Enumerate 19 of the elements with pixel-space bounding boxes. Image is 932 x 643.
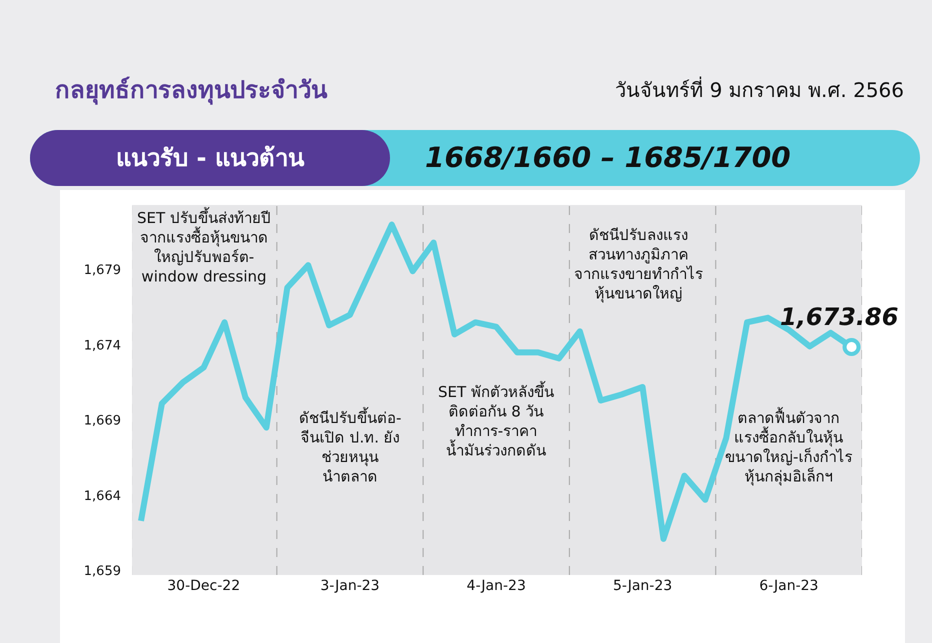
- x-tick-label: 3-Jan-23: [320, 578, 380, 594]
- annotation: ดัชนีปรับขึ้นต่อ- จีนเปิด ป.ท. ยัง ช่วยหนุน นำตลาด: [299, 407, 402, 486]
- annotation: ตลาดฟื้นตัวจาก แรงซื้อกลับในหุ้น ขนาดใหญ่-เก็งกำไร หุ้นกลุ่มอิเล็กฯ: [725, 407, 852, 486]
- chart-title: กลยุทธ์การลงทุนประจำวัน: [55, 75, 327, 107]
- x-tick-label: 5-Jan-23: [612, 578, 672, 594]
- annotation: SET ปรับขึ้นส่งท้ายปี จากแรงซื้อหุ้นขนาด ใหญ่ปรับพอร์ต- window dressing: [137, 207, 271, 286]
- annotation: ดัชนีปรับลงแรง สวนทางภูมิภาค จากแรงขายทำกำไร หุ้นขนาดใหญ่: [574, 226, 703, 304]
- x-tick-label: 30-Dec-22: [167, 578, 240, 594]
- y-tick-label: 1,659: [84, 564, 121, 580]
- y-tick-label: 1,679: [84, 263, 121, 278]
- y-tick-label: 1,664: [84, 488, 121, 504]
- x-tick-label: 4-Jan-23: [466, 578, 526, 594]
- chart-subtitle: วันจันทร์ที่ 9 มกราคม พ.ศ. 2566: [615, 76, 904, 104]
- x-tick-label: 6-Jan-23: [759, 578, 818, 594]
- y-tick-label: 1,669: [84, 414, 121, 429]
- header-banner: แนวรับ - แนวต้าน 1668/1660 – 1685/1700: [30, 130, 920, 186]
- annotation: 1,673.86: [780, 303, 898, 331]
- annotation: SET พักตัวหลังขึ้น ติดต่อกัน 8 วัน ทำการ-ราคา น้ำมันร่วงกดดัน: [438, 381, 554, 460]
- y-tick-label: 1,674: [84, 338, 121, 354]
